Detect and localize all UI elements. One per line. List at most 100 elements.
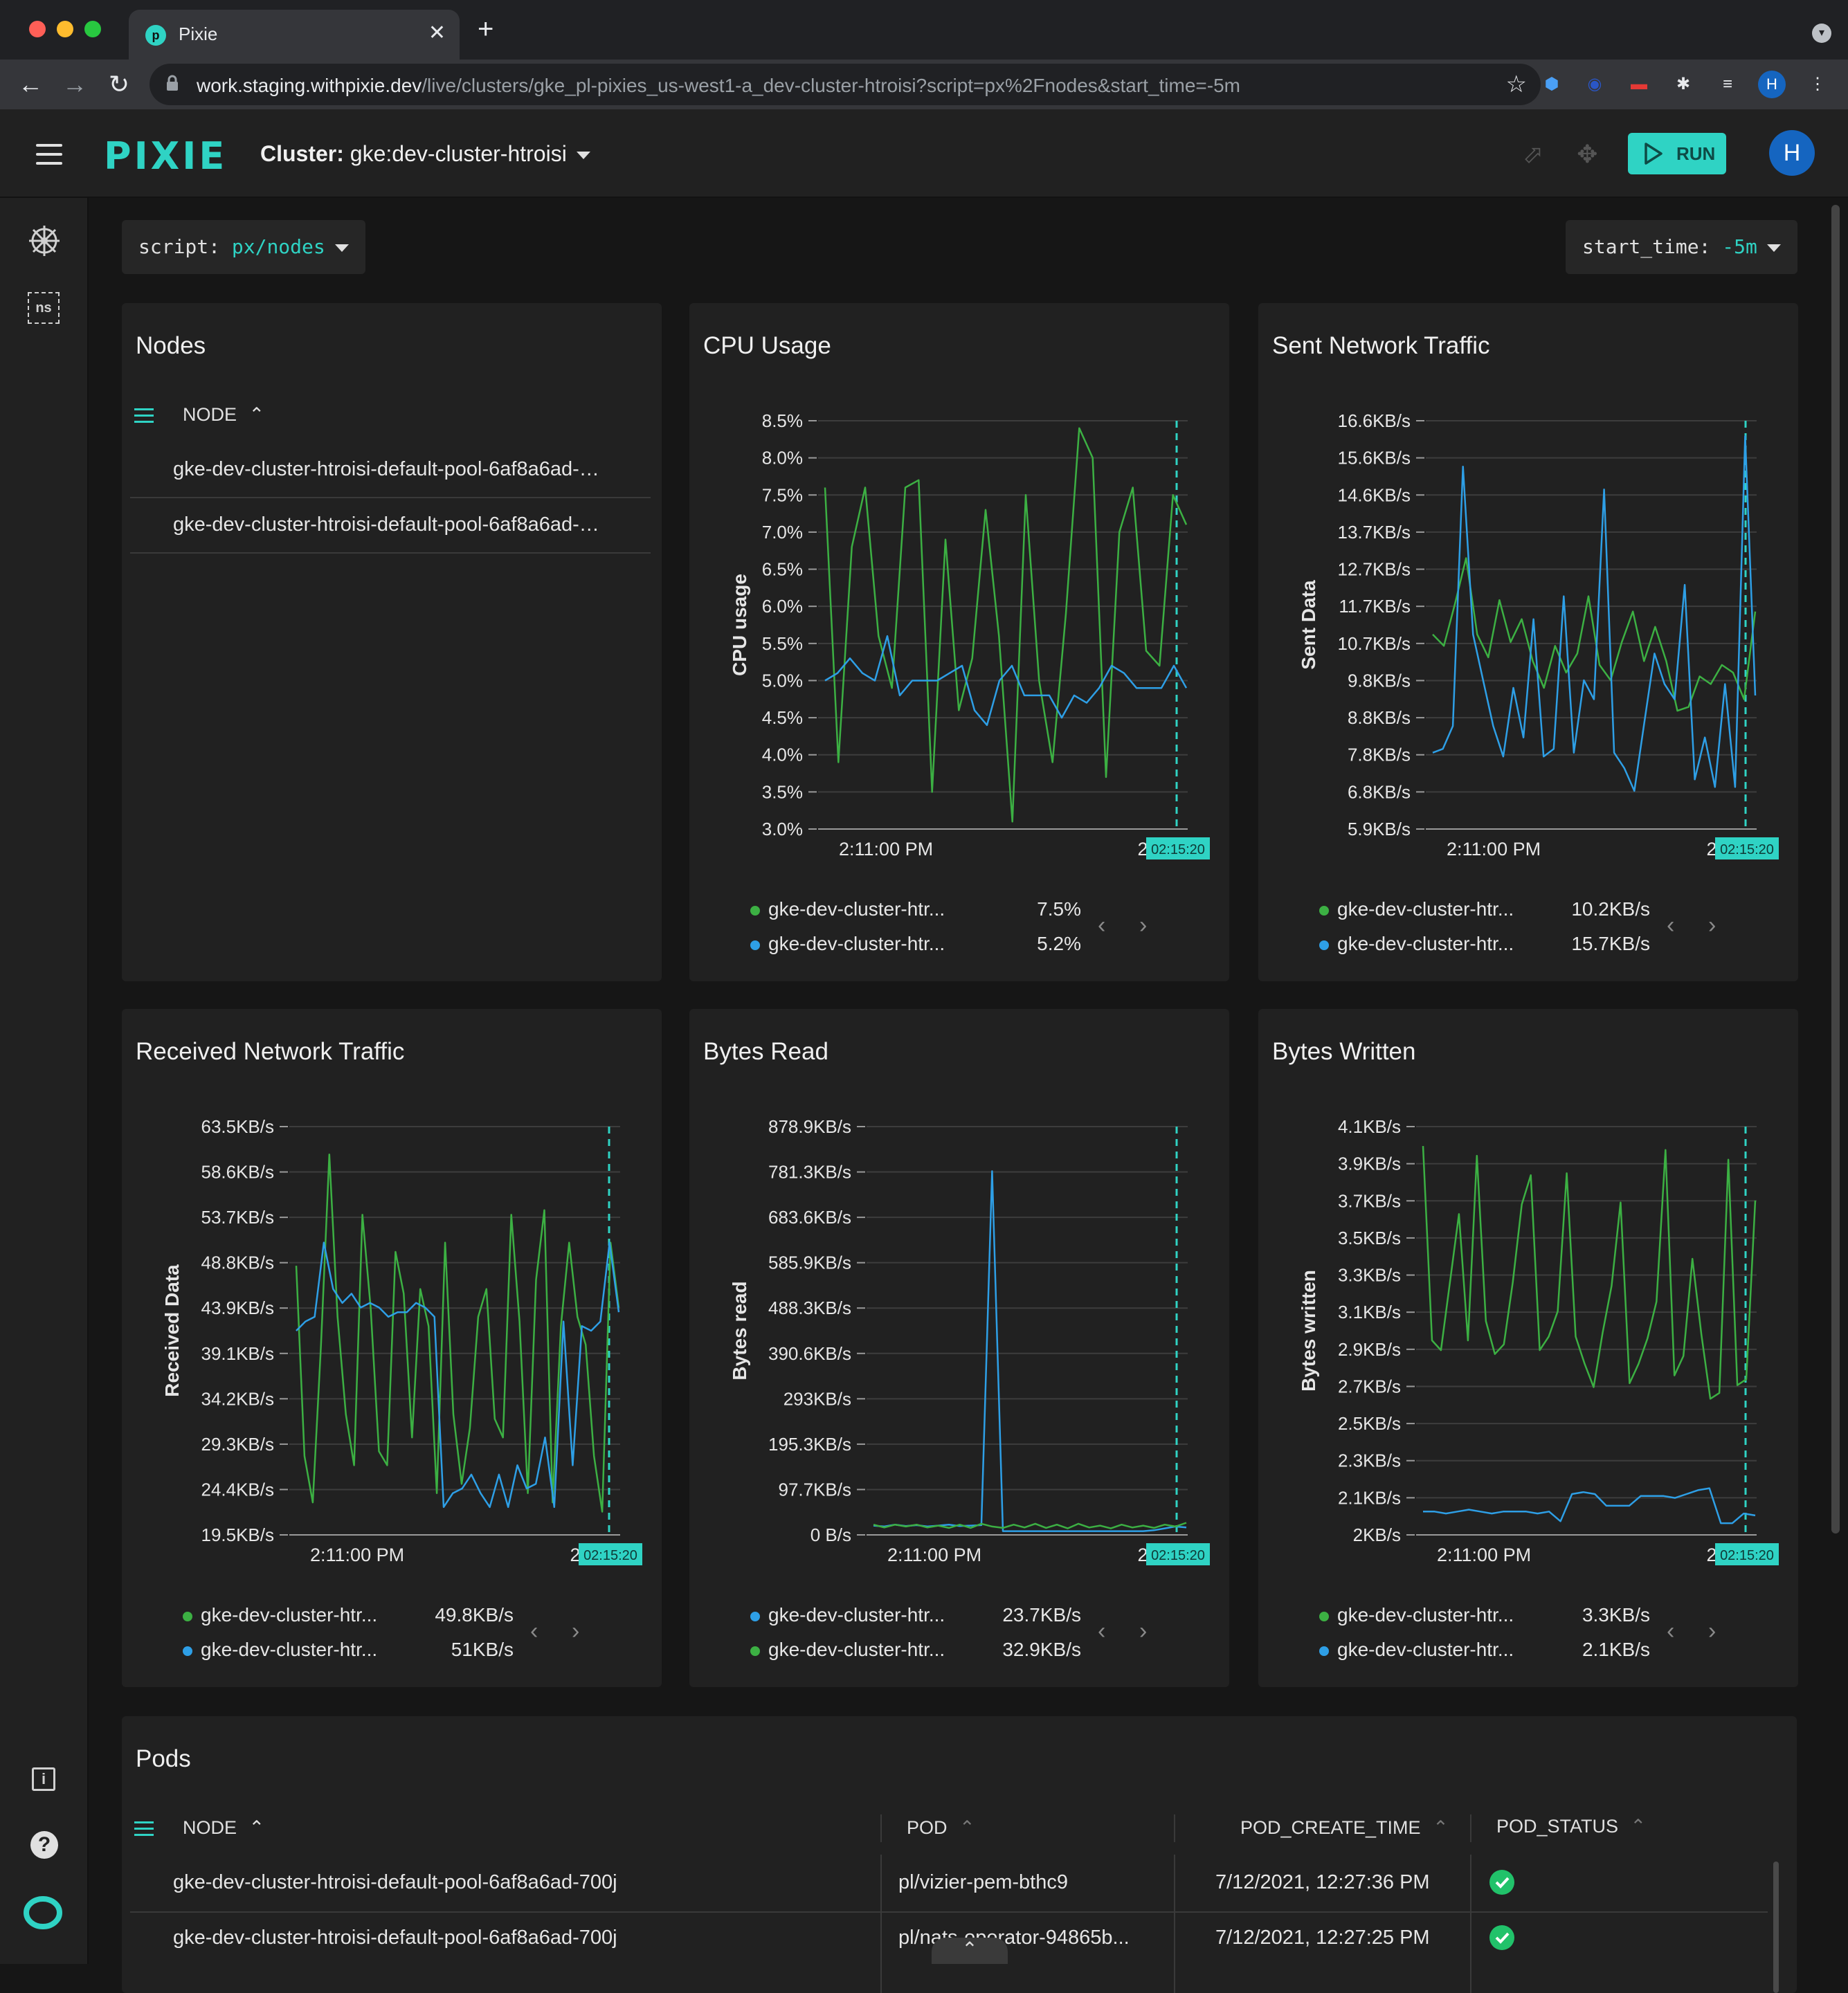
forward-arrow-icon[interactable]: → — [62, 70, 87, 98]
start-time-selector[interactable]: start_time: -5m — [1566, 220, 1797, 274]
pods-scrollbar[interactable] — [1773, 1862, 1779, 1993]
share-icon[interactable]: ⬀ — [1523, 140, 1544, 168]
node-row-2[interactable]: gke-dev-cluster-htroisi-default-pool-6af… — [173, 513, 599, 536]
window-zoom-button[interactable] — [84, 21, 101, 37]
namespace-icon[interactable]: ns — [28, 292, 60, 324]
legend-prev-icon[interactable]: ‹ — [1667, 912, 1675, 938]
pod-row-2-node[interactable]: gke-dev-cluster-htroisi-default-pool-6af… — [173, 1927, 617, 1949]
bookmark-star-icon[interactable]: ☆ — [1505, 71, 1527, 98]
browser-tab[interactable]: p Pixie ✕ — [129, 10, 460, 60]
y-tick-label: 0 B/s — [810, 1525, 851, 1545]
status-ok-icon — [1489, 1870, 1514, 1895]
legend-dot-icon — [1319, 905, 1329, 916]
cpu-chart-plot[interactable]: CPU usage 8.5% 8.0% 7.5% 7.0% 6.5% 6.0% 5.5% 5.0… — [689, 303, 1229, 884]
legend-value: 3.3KB/s — [1582, 1604, 1650, 1626]
legend-prev-icon[interactable]: ‹ — [1667, 1618, 1675, 1644]
pods-node-column-header[interactable]: NODE ⌃ — [183, 1817, 265, 1838]
legend-item[interactable]: gke-dev-cluster-htr... — [1319, 1639, 1514, 1661]
legend-prev-icon[interactable]: ‹ — [530, 1618, 538, 1644]
cluster-selector[interactable]: Cluster: gke:dev-cluster-htroisi — [260, 141, 590, 167]
recv-chart-plot[interactable]: Received Data 63.5KB/s 58.6KB/s 53.7KB/s 48.… — [122, 1009, 662, 1590]
y-tick-label: 43.9KB/s — [201, 1298, 274, 1318]
legend-value: 5.2% — [1037, 933, 1081, 954]
legend-next-icon[interactable]: › — [1708, 1618, 1716, 1644]
address-bar[interactable]: work.staging.withpixie.dev/live/clusters… — [150, 64, 1541, 105]
back-arrow-icon[interactable]: ← — [18, 70, 43, 98]
legend-next-icon[interactable]: › — [1139, 912, 1148, 938]
tab-search-icon[interactable]: ▾ — [1812, 24, 1831, 43]
legend-item[interactable]: gke-dev-cluster-htr... — [750, 1604, 945, 1626]
series-line-2 — [873, 1522, 1187, 1529]
legend-item[interactable]: gke-dev-cluster-htr... — [750, 898, 945, 920]
column-menu-icon[interactable] — [134, 1821, 154, 1837]
legend-item[interactable]: gke-dev-cluster-htr... — [183, 1604, 377, 1626]
move-icon[interactable]: ✥ — [1577, 140, 1598, 168]
node-column-header[interactable]: NODE ⌃ — [183, 404, 265, 425]
pods-create-time-column-header[interactable]: POD_CREATE_TIME ⌃ — [1240, 1817, 1449, 1838]
browser-menu-icon[interactable]: ⋮ — [1809, 75, 1826, 93]
pods-pod-column-header[interactable]: POD ⌃ — [907, 1817, 975, 1838]
sort-icon: ⌃ — [959, 1817, 975, 1838]
script-selector[interactable]: script: px/nodes — [122, 220, 365, 274]
pixie-logo[interactable]: PIXIE — [104, 134, 228, 178]
puzzle-extensions-icon[interactable]: ✱ — [1676, 75, 1691, 93]
sort-asc-icon: ⌃ — [248, 404, 265, 425]
help-icon[interactable]: ? — [30, 1831, 58, 1859]
legend-name: gke-dev-cluster-htr... — [1337, 933, 1514, 954]
legend-prev-icon[interactable]: ‹ — [1098, 1618, 1106, 1644]
legend-item[interactable]: gke-dev-cluster-htr... — [183, 1639, 377, 1661]
pod-row-2-create-time: 7/12/2021, 12:27:25 PM — [1215, 1927, 1430, 1949]
y-tick-label: 7.5% — [762, 484, 803, 505]
series-line-1 — [1432, 557, 1757, 712]
written-chart-card: Bytes Written Bytes written 4.1KB/s 3.9KB/s… — [1258, 1009, 1798, 1687]
y-tick-label: 14.6KB/s — [1337, 484, 1411, 505]
play-icon — [1645, 143, 1663, 165]
y-tick-label: 4.5% — [762, 707, 803, 728]
pod-row-1-node[interactable]: gke-dev-cluster-htroisi-default-pool-6af… — [173, 1871, 617, 1893]
pod-row-1-pod[interactable]: pl/vizier-pem-bthc9 — [898, 1871, 1068, 1893]
chevron-up-icon[interactable]: ⌃ — [932, 1938, 1008, 1964]
y-axis-label: CPU usage — [729, 574, 750, 676]
y-tick-label: 3.1KB/s — [1338, 1302, 1401, 1322]
sent-chart-plot[interactable]: Sent Data 16.6KB/s 15.6KB/s 14.6KB/s 13.7KB/… — [1258, 303, 1798, 884]
legend-item[interactable]: gke-dev-cluster-htr... — [750, 933, 945, 955]
legend-name: gke-dev-cluster-htr... — [1337, 898, 1514, 920]
read-chart-plot[interactable]: Bytes read 878.9KB/s 781.3KB/s 683.6KB/s 585… — [689, 1009, 1229, 1590]
y-tick-label: 19.5KB/s — [201, 1525, 274, 1545]
written-chart-plot[interactable]: Bytes written 4.1KB/s 3.9KB/s 3.7KB/s 3.5KB/… — [1258, 1009, 1798, 1590]
legend-next-icon[interactable]: › — [572, 1618, 580, 1644]
window-minimize-button[interactable] — [57, 21, 73, 37]
user-avatar[interactable]: H — [1769, 130, 1815, 176]
y-tick-label: 10.7KB/s — [1337, 633, 1411, 654]
info-icon[interactable]: i — [32, 1767, 55, 1791]
password-extension-icon[interactable]: ▬ — [1631, 75, 1647, 93]
legend-item[interactable]: gke-dev-cluster-htr... — [1319, 898, 1514, 920]
new-tab-icon[interactable]: + — [478, 14, 494, 44]
hamburger-menu-icon[interactable] — [36, 144, 62, 165]
pixie-community-icon[interactable] — [22, 1895, 64, 1931]
legend-item[interactable]: gke-dev-cluster-htr... — [1319, 933, 1514, 955]
shield-extension-icon[interactable]: ⬢ — [1544, 75, 1559, 93]
legend-item[interactable]: gke-dev-cluster-htr... — [1319, 1604, 1514, 1626]
kubernetes-helm-icon[interactable] — [26, 223, 62, 259]
pods-status-column-header[interactable]: POD_STATUS ⌃ — [1496, 1816, 1647, 1837]
reload-icon[interactable]: ↻ — [108, 70, 130, 98]
legend-prev-icon[interactable]: ‹ — [1098, 912, 1106, 938]
y-tick-label: 8.0% — [762, 448, 803, 468]
url-text: work.staging.withpixie.dev/live/clusters… — [197, 75, 1240, 96]
y-axis-label: Sent Data — [1298, 580, 1319, 670]
node-row-1[interactable]: gke-dev-cluster-htroisi-default-pool-6af… — [173, 458, 599, 480]
legend-next-icon[interactable]: › — [1139, 1618, 1148, 1644]
profile-avatar[interactable]: H — [1758, 71, 1786, 98]
column-menu-icon[interactable] — [134, 408, 154, 424]
circle-extension-icon[interactable]: ◉ — [1587, 75, 1602, 93]
tab-close-icon[interactable]: ✕ — [428, 21, 446, 44]
media-queue-icon[interactable]: ≡ — [1722, 75, 1732, 93]
legend-item[interactable]: gke-dev-cluster-htr... — [750, 1639, 945, 1661]
page-scrollbar[interactable] — [1831, 205, 1840, 1534]
run-button[interactable]: RUN — [1628, 133, 1726, 174]
nodes-card: Nodes NODE ⌃ gke-dev-cluster-htroisi-def… — [122, 303, 662, 981]
y-tick-label: 585.9KB/s — [768, 1253, 851, 1273]
legend-next-icon[interactable]: › — [1708, 912, 1716, 938]
window-close-button[interactable] — [29, 21, 46, 37]
